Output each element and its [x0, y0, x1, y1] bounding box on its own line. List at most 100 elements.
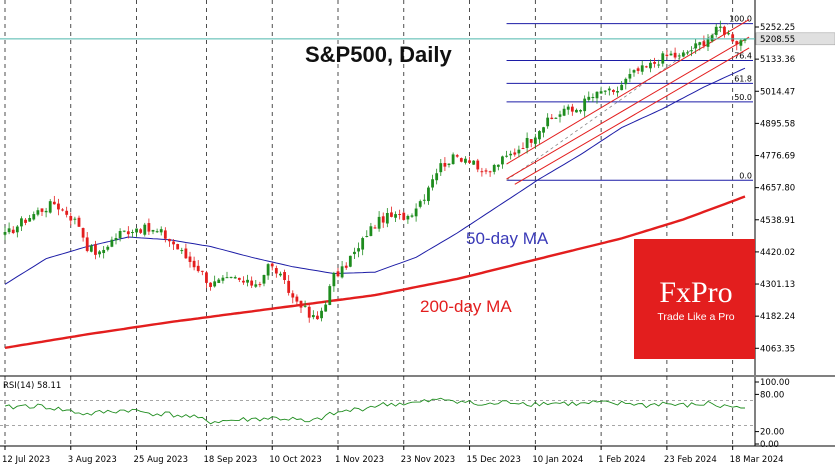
- x-tick-label: 25 Aug 2023: [134, 455, 188, 465]
- candle-body: [122, 230, 126, 232]
- fib-level-label: 100.0: [729, 15, 752, 24]
- candle-body: [624, 78, 628, 85]
- candle-body: [673, 52, 677, 58]
- candle-body: [196, 265, 200, 272]
- candle-body: [81, 228, 85, 238]
- candle-body: [77, 217, 81, 227]
- candle-body: [472, 160, 476, 165]
- candle-body: [587, 96, 591, 100]
- candle-body: [143, 224, 147, 235]
- x-tick-label: 23 Feb 2024: [664, 455, 717, 465]
- candle-body: [583, 98, 587, 112]
- price-tick-label: 5014.47: [760, 87, 795, 97]
- candle-body: [40, 208, 44, 212]
- candle-body: [558, 114, 562, 117]
- candle-body: [570, 106, 574, 112]
- candle-body: [644, 66, 648, 68]
- candle-body: [677, 55, 681, 57]
- candle-body: [546, 117, 550, 127]
- candle-body: [118, 231, 122, 239]
- candle-body: [566, 106, 570, 110]
- candle-body: [579, 110, 582, 112]
- ma-200-line: [4, 195, 746, 349]
- candle-body: [607, 88, 611, 91]
- x-tick-label: 23 Nov 2023: [401, 455, 455, 465]
- annotation-200-day-ma: 200-day MA: [420, 297, 512, 316]
- x-tick-label: 18 Sep 2023: [203, 455, 257, 465]
- candle-body: [250, 280, 254, 286]
- candle-body: [513, 152, 517, 155]
- candle-body: [422, 199, 426, 201]
- rsi-line: [4, 397, 745, 425]
- fib-level-label: 61.8: [734, 74, 752, 83]
- candle-body: [694, 43, 698, 49]
- candle-body: [681, 52, 685, 57]
- candle-body: [632, 70, 636, 73]
- candle-body: [464, 158, 467, 163]
- channel-line: [506, 36, 750, 180]
- candle-body: [344, 265, 348, 268]
- candle-body: [451, 154, 455, 165]
- candle-body: [468, 160, 471, 163]
- candle-body: [151, 229, 155, 232]
- rsi-tick-label: 80.00: [760, 390, 784, 400]
- candle-body: [603, 90, 607, 92]
- candle-body: [163, 230, 167, 239]
- price-tick-label: 4776.69: [760, 152, 795, 162]
- candle-body: [542, 127, 545, 133]
- candle-body: [381, 216, 385, 223]
- candle-body: [521, 148, 525, 150]
- candle-body: [303, 305, 307, 307]
- candle-body: [599, 91, 603, 94]
- candle-body: [410, 215, 414, 217]
- candle-body: [575, 109, 578, 113]
- candle-body: [213, 281, 217, 287]
- current-price-line: 5208.55: [0, 32, 835, 46]
- x-tick-label: 10 Jan 2024: [532, 455, 583, 465]
- candle-body: [377, 216, 381, 229]
- rsi-tick-label: 0.00: [760, 440, 779, 450]
- candle-body: [727, 33, 730, 35]
- candle-body: [476, 160, 480, 170]
- current-price-label: 5208.55: [760, 35, 795, 45]
- candle-body: [435, 173, 439, 181]
- price-tick-label: 5252.25: [760, 23, 795, 33]
- candle-body: [636, 68, 640, 71]
- candle-body: [690, 50, 693, 52]
- candle-body: [28, 218, 32, 222]
- candle-body: [73, 218, 77, 220]
- candle-body: [455, 155, 459, 157]
- candle-body: [52, 201, 56, 205]
- chart-title: S&P500, Daily: [305, 42, 453, 67]
- candle-body: [283, 272, 286, 281]
- candle-body: [353, 251, 356, 255]
- x-axis-ticks: 12 Jul 2023 3 Aug 2023 25 Aug 2023 18 Sep 2…: [2, 446, 784, 465]
- candle-body: [114, 237, 118, 241]
- x-tick-label: 3 Aug 2023: [68, 455, 117, 465]
- logo-brand: FxPro: [659, 276, 732, 309]
- candle-body: [65, 210, 69, 215]
- candle-body: [484, 170, 488, 172]
- price-tick-label: 4182.24: [760, 312, 795, 322]
- candle-body: [501, 156, 504, 165]
- x-tick-label: 10 Oct 2023: [269, 455, 322, 465]
- annotation-50-day-ma: 50-day MA: [466, 229, 549, 248]
- candle-body: [279, 273, 282, 276]
- rsi-tick-label: 100.00: [760, 378, 790, 388]
- candle-body: [98, 251, 101, 255]
- rsi-panel: 100.00 80.00 20.00 0.00: [0, 378, 790, 450]
- candle-body: [649, 62, 652, 69]
- candle-body: [640, 65, 644, 72]
- candle-body: [237, 277, 241, 280]
- channel-line: [514, 47, 750, 185]
- candle-body: [710, 35, 714, 42]
- fib-level-label: 0.0: [739, 171, 752, 180]
- candle-body: [266, 264, 270, 276]
- candle-body: [348, 255, 352, 267]
- candle-body: [735, 41, 739, 45]
- candlesticks: [3, 20, 747, 323]
- candle-body: [217, 279, 221, 284]
- fib-level-label: 76.4: [734, 52, 752, 61]
- candle-body: [184, 248, 188, 259]
